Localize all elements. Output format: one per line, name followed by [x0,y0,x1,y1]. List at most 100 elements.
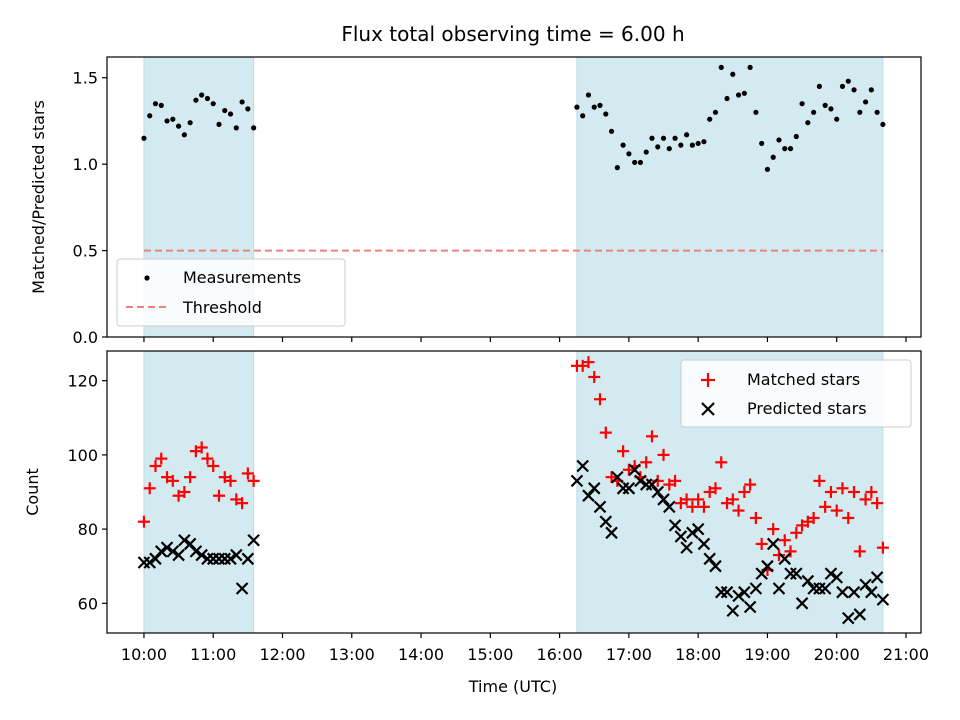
matched-point-32 [640,456,653,469]
matched-point-49 [738,486,751,498]
measurement-point-31 [637,159,644,166]
measurement-point-32 [643,149,649,155]
top-ytick-label-1: 0.5 [73,242,98,261]
predicted-point-67 [841,611,855,625]
measurement-point-48 [735,92,742,98]
predicted-point-35 [657,493,670,506]
measurement-point-46 [724,95,730,102]
predicted-point-32 [639,478,653,491]
matched-point-42 [697,500,710,513]
top-ytick-label-0: 0.0 [73,328,98,347]
predicted-point-45 [714,585,728,599]
measurement-point-11 [204,95,211,102]
predicted-point-19 [247,533,260,547]
measurement-point-62 [816,83,822,89]
legend-predicted-label: Predicted stars [747,399,867,418]
matched-point-63 [819,500,832,513]
predicted-point-31 [634,474,647,488]
measurement-point-68 [851,87,857,93]
measurement-point-43 [707,116,713,122]
matched-point-8 [184,471,197,484]
matched-point-37 [669,474,682,487]
predicted-point-49 [738,585,751,599]
predicted-point-29 [622,482,636,495]
matched-point-47 [726,493,739,506]
measurement-point-0 [141,135,147,141]
matched-point-17 [236,497,249,510]
predicted-point-2 [149,552,162,566]
measurement-point-14 [222,107,228,114]
predicted-point-8 [183,537,197,551]
matched-point-68 [848,486,861,498]
measurement-point-61 [811,109,817,115]
xtick-label-9: 19:00 [744,645,790,664]
measurement-point-54 [770,154,776,160]
predicted-point-0 [137,556,151,569]
measurement-point-27 [614,165,620,171]
measurement-point-70 [862,99,869,105]
matched-point-3 [155,452,168,465]
bottom-predicted-layer [137,459,890,625]
predicted-point-43 [703,552,716,566]
bottom-ytick-label-3: 120 [67,372,98,391]
predicted-point-66 [836,585,849,599]
measurement-point-3 [158,102,164,108]
predicted-point-34 [651,485,665,499]
measurement-point-18 [245,106,251,112]
bottom-y-ticks: 60 80 100 120 [67,372,107,613]
matched-point-1 [143,482,156,495]
top-legend-box [116,258,346,327]
chart-title: Flux total observing time = 6.00 h [341,22,684,46]
x-axis-label: Time (UTC) [468,677,557,696]
measurement-point-71 [868,87,874,93]
xtick-label-0: 10:00 [121,645,167,664]
measurement-point-5 [170,116,176,122]
xtick-label-2: 12:00 [259,645,305,664]
measurement-point-41 [695,140,701,147]
matched-point-5 [166,474,179,487]
matched-point-66 [836,482,849,495]
predicted-point-10 [195,548,208,562]
matched-point-19 [247,474,260,487]
predicted-point-5 [166,545,180,558]
matched-point-69 [853,545,866,558]
predicted-point-28 [616,482,630,495]
measurement-point-20 [574,104,580,110]
measurement-point-47 [730,71,736,77]
matched-point-33 [645,430,658,443]
predicted-point-33 [645,478,659,491]
measurement-point-12 [210,101,216,107]
measurement-point-30 [632,159,638,166]
matched-point-24 [594,393,607,406]
measurement-point-24 [597,102,603,108]
legend-measurements-label: Measurements [183,268,301,287]
predicted-point-64 [824,567,838,580]
top-axes-frame [106,56,922,338]
bottom-ytick-label-2: 100 [67,446,98,465]
xtick-label-1: 11:00 [190,645,236,664]
predicted-point-4 [160,541,174,554]
matched-point-7 [178,486,191,498]
matched-point-52 [755,537,768,550]
measurement-point-8 [187,120,193,126]
matched-point-28 [617,445,630,458]
predicted-point-11 [201,552,214,566]
predicted-point-55 [772,582,786,595]
bottom-ytick-label-0: 60 [78,594,98,613]
measurement-point-25 [603,111,609,117]
matched-point-40 [686,500,699,513]
measurement-point-53 [764,166,771,172]
predicted-point-16 [230,548,243,562]
measurement-point-42 [701,139,707,145]
predicted-point-59 [795,597,809,610]
predicted-point-24 [593,500,607,514]
measurement-point-73 [880,121,886,128]
top-y-axis-label: Matched/Predicted stars [29,100,48,294]
matched-point-44 [709,482,722,495]
predicted-point-36 [663,500,676,514]
predicted-point-3 [154,545,168,558]
measurement-point-13 [216,121,222,128]
matched-point-35 [657,448,670,461]
xtick-label-7: 17:00 [606,645,652,664]
